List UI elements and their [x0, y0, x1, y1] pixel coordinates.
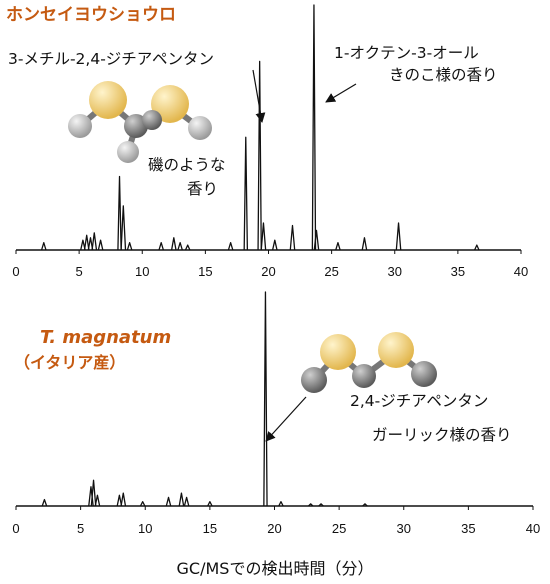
panel-bottom-peak-10	[207, 501, 213, 507]
panel-top-tick-label-20: 20	[261, 264, 275, 279]
panel-bottom-annotation-arrow	[265, 396, 307, 442]
panel-bottom-peak-13	[308, 503, 314, 507]
panel-bottom-peak-8	[178, 492, 185, 507]
panel-top-annotation-2-line-2: きのこ様の香り	[389, 66, 498, 84]
panel-top-annotation-1: 3-メチル-2,4-ジチアペンタン	[8, 50, 214, 68]
panel-bottom-tick-label-25: 25	[332, 521, 346, 536]
panel-top-tick-label-10: 10	[135, 264, 149, 279]
panel-bottom-peak-7	[165, 496, 172, 507]
panel-top-annotation-3-line-1: 磯のような	[148, 156, 226, 174]
panel-top-peak-7	[120, 205, 127, 251]
panel-bottom-peak-14	[318, 503, 324, 507]
panel-bottom-tick-label-35: 35	[461, 521, 475, 536]
panel-bottom-peak-9	[183, 496, 190, 507]
panel-top-peak-13	[227, 242, 234, 251]
panel-top-tick-label-30: 30	[388, 264, 402, 279]
panel-top-annotation-2-line-1: 1-オクテン-3-オール	[334, 44, 479, 62]
panel-top-tick-label-0: 0	[12, 264, 19, 279]
panel-bottom-peak-12	[278, 501, 284, 507]
panel-bottom-annotation-line-1: 2,4-ジチアペンタン	[350, 392, 488, 410]
panel-top-peak-8	[126, 242, 133, 251]
molecule-bottom	[301, 332, 437, 393]
molecule-icon	[68, 81, 212, 163]
panel-top-peak-0	[40, 242, 47, 251]
panel-top-tick-label-40: 40	[514, 264, 528, 279]
panel-bottom-peak-4	[116, 494, 123, 507]
panel-top-tick-label-35: 35	[451, 264, 465, 279]
panel-top-tick-label-25: 25	[324, 264, 338, 279]
panel-top-peak-4	[91, 232, 98, 251]
panel-top-annotation-1-arrow	[252, 69, 266, 123]
panel-top-tick-label-15: 15	[198, 264, 212, 279]
panel-top-peak-20	[313, 229, 320, 251]
panel-bottom-peak-6	[139, 501, 146, 507]
panel-bottom-tick-label-5: 5	[77, 521, 84, 536]
panel-top-peak-10	[170, 237, 177, 251]
panel-top-peak-15	[257, 60, 262, 251]
panel-top-peak-2	[83, 234, 90, 251]
panel-bottom-peak-0	[41, 498, 48, 507]
panel-bottom-annotation-line-2: ガーリック様の香り	[372, 426, 512, 444]
panel-bottom-tick-label-20: 20	[267, 521, 281, 536]
molecule-icon	[301, 332, 437, 393]
panel-top-peak-9	[158, 242, 165, 251]
panel-top-x-axis: 0 5 10 15 20 25 30 35 40	[12, 250, 528, 279]
panel-bottom-subtitle: （イタリア産）	[14, 353, 125, 372]
panel-top-peak-5	[97, 239, 104, 251]
panel-top-peak-11	[177, 242, 183, 251]
panel-top-annotation-3-line-2: 香り	[187, 180, 218, 198]
panel-top-annotation-2-arrow	[325, 83, 357, 103]
panel-bottom-peak-2	[90, 479, 97, 507]
panel-top-peak-22	[361, 237, 368, 251]
panel-top-peak-6	[117, 175, 122, 251]
panel-bottom-tick-label-0: 0	[12, 521, 19, 536]
panel-top-title: ホンセイヨウショウロ	[6, 5, 176, 25]
panel-bottom-tick-label-30: 30	[397, 521, 411, 536]
panel-bottom-peak-15	[362, 503, 368, 507]
panel-top-peak-21	[335, 242, 341, 251]
panel-bottom-title: T. magnatum	[40, 327, 171, 348]
molecule-top	[68, 81, 212, 163]
panel-top-peak-18	[289, 224, 296, 251]
panel-top-peak-14	[243, 136, 249, 251]
panel-bottom-tick-label-40: 40	[526, 521, 540, 536]
panel-bottom-tick-label-10: 10	[138, 521, 152, 536]
panel-top: ホンセイヨウショウロ 0 5 10 15 20 25 30 35 40 3-メチル-2,4-ジチ…	[6, 4, 528, 279]
panel-top-peak-16	[260, 222, 267, 251]
panel-bottom: T. magnatum （イタリア産） 0 5 10 15 20 25 30 35 40 2,4…	[12, 291, 540, 536]
panel-bottom-peak-11	[263, 291, 268, 507]
panel-bottom-peak-3	[94, 494, 101, 507]
panel-bottom-tick-label-15: 15	[203, 521, 217, 536]
panel-bottom-peak-5	[120, 492, 127, 507]
panel-top-peak-12	[184, 244, 191, 251]
panel-top-peak-17	[271, 239, 278, 251]
panel-top-trace	[16, 4, 521, 251]
panel-bottom-x-axis: 0 5 10 15 20 25 30 35 40	[12, 506, 540, 536]
panel-top-peak-24	[474, 244, 480, 251]
panel-top-tick-label-5: 5	[76, 264, 83, 279]
panel-top-peak-19	[311, 4, 317, 251]
panel-top-peak-23	[395, 222, 402, 251]
x-axis-title: GC/MSでの検出時間（分）	[177, 559, 374, 578]
